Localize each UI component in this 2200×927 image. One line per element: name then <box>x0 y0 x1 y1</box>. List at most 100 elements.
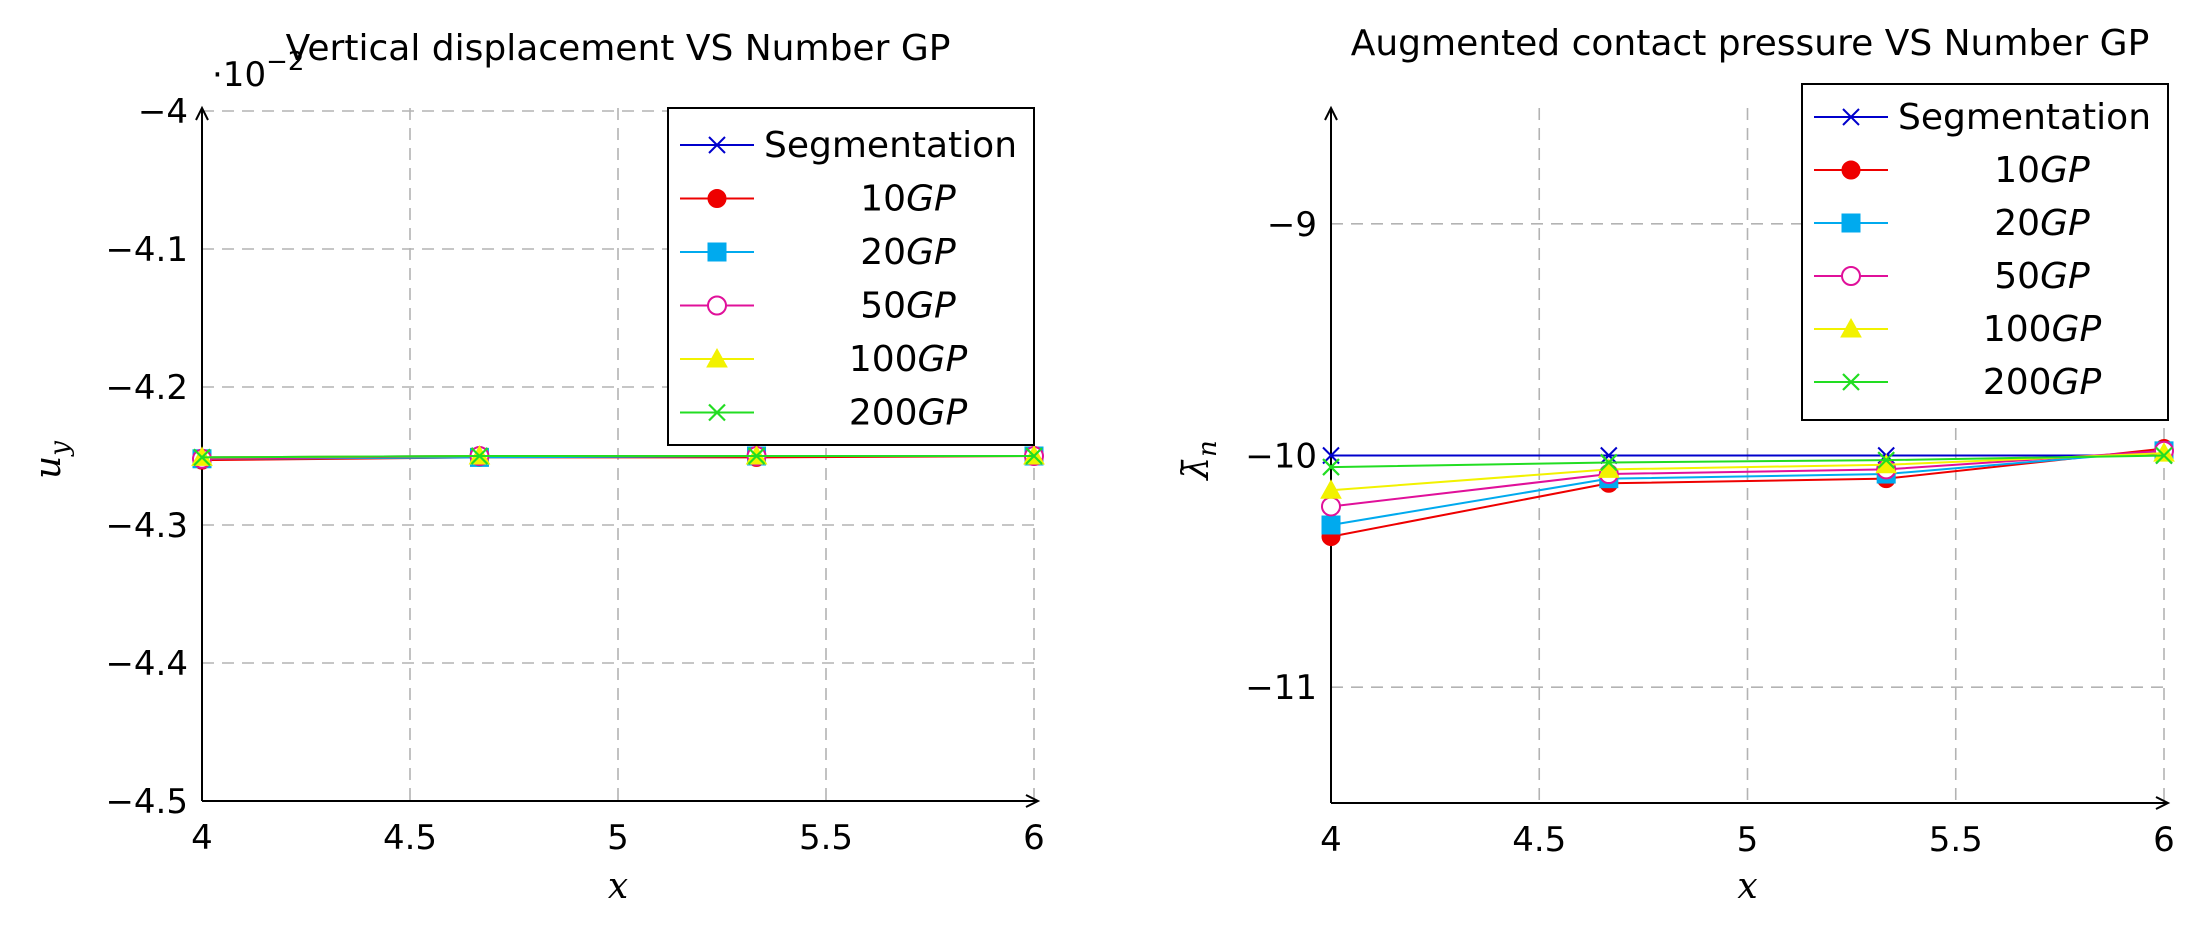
y-axis-label-sub: y <box>45 441 75 457</box>
y-tick-label: −11 <box>1245 668 1317 708</box>
series-5 <box>1320 442 2175 499</box>
chart-1: Vertical displacement VS Number GP 4 4.5 5 5… <box>28 28 1045 907</box>
data-point <box>1320 479 1342 499</box>
legend-label-number: 200 <box>1983 362 2052 403</box>
data-point <box>747 447 766 465</box>
x-tick-label: 4 <box>1320 820 1342 860</box>
y-axis-label-group: λ̄n <box>1176 440 1223 482</box>
legend-label-suffix: GP <box>906 179 956 220</box>
legend-label: 200GP <box>849 393 968 434</box>
x-tick-label: 4.5 <box>383 818 437 858</box>
y-axis-arrow <box>1324 105 1338 121</box>
chart-2: Augmented contact pressure VS Number GP 4… <box>1176 23 2175 907</box>
y-axis-label-group: uy <box>28 441 75 479</box>
legend-label: 100GP <box>849 339 968 380</box>
y-tick-label: −4.5 <box>105 782 188 822</box>
y-axis-label-sub: n <box>1193 440 1223 457</box>
series-6 <box>1322 446 2173 476</box>
series-line <box>1330 449 2165 508</box>
legend-item-2: 10GP <box>1814 150 2090 191</box>
x-icon <box>1842 373 1860 391</box>
legend-label: Segmentation <box>764 125 1017 166</box>
legend-label-number: 20 <box>860 232 906 273</box>
legend-item-1: Segmentation <box>1814 97 2151 138</box>
x-tick-label: 6 <box>2153 820 2175 860</box>
x-tick-label: 5.5 <box>799 818 853 858</box>
legend-label-suffix: GP <box>906 232 956 273</box>
legend-label-number: 10 <box>860 179 906 220</box>
legend-label-number: 50 <box>1994 256 2040 297</box>
legend-label: 200GP <box>1983 362 2102 403</box>
x-icon <box>708 403 726 422</box>
legend-item-4: 50GP <box>680 286 956 327</box>
filled-triangle-icon <box>706 347 728 368</box>
series-line <box>1330 447 2165 538</box>
data-point <box>1025 447 1043 465</box>
legend-label-suffix: GP <box>906 286 956 327</box>
legend-label-number: 50 <box>860 286 906 327</box>
y-tick-label: −9 <box>1267 205 1317 245</box>
data-point <box>1321 515 1341 535</box>
legend-label-number: 100 <box>849 339 918 380</box>
legend-label: 50GP <box>1994 256 2090 297</box>
legend-label-suffix: GP <box>918 393 968 434</box>
filled-circle-icon <box>1841 160 1861 180</box>
legend-item-1: Segmentation <box>680 125 1017 166</box>
chart-title: Augmented contact pressure VS Number GP <box>1351 23 2150 64</box>
data-point <box>1600 446 1618 465</box>
filled-square-icon <box>707 242 727 262</box>
x-tick-label: 4 <box>191 818 213 858</box>
y-tick-label: −4.3 <box>105 506 188 546</box>
chart-title: Vertical displacement VS Number GP <box>286 28 951 69</box>
legend-label: 20GP <box>860 232 956 273</box>
legend-label: Segmentation <box>1898 97 2151 138</box>
open-circle-icon <box>707 295 727 316</box>
data-point <box>1877 451 1895 469</box>
y-axis-label: uy <box>28 441 75 479</box>
legend-label: 10GP <box>1994 150 2090 191</box>
y-tick-label: −4 <box>138 92 188 132</box>
x-axis-arrow <box>1025 794 1041 808</box>
x-axis-label: x <box>608 866 628 907</box>
x-tick-label: 5 <box>1737 820 1759 860</box>
cross-icon <box>708 136 726 154</box>
data-point <box>2155 446 2173 465</box>
legend-label: 50GP <box>860 286 956 327</box>
y-axis-label-main: u <box>28 456 69 479</box>
legend-label-suffix: GP <box>2052 362 2102 403</box>
legend-item-6: 200GP <box>1814 362 2101 403</box>
legend-item-3: 20GP <box>1814 203 2090 244</box>
y-tick-label: −4.1 <box>105 230 188 270</box>
legend-item-6: 200GP <box>680 393 967 434</box>
legend-label-number: 100 <box>1983 309 2052 350</box>
y-tick-label: −4.4 <box>105 644 188 684</box>
scale-label: ·10−2 <box>212 47 304 95</box>
data-point <box>470 447 489 465</box>
y-tick-label: −10 <box>1245 437 1317 477</box>
filled-square-icon <box>1841 213 1861 233</box>
legend-item-4: 50GP <box>1814 256 2090 297</box>
series-line <box>1330 449 2165 526</box>
cross-icon <box>1842 108 1860 126</box>
series-line <box>201 455 1034 459</box>
filled-triangle-icon <box>1840 317 1862 338</box>
scale-exponent: −2 <box>266 47 304 77</box>
legend-item-3: 20GP <box>680 232 956 273</box>
y-axis-label: λ̄n <box>1176 440 1223 482</box>
x-tick-label: 4.5 <box>1512 820 1566 860</box>
y-axis-arrow <box>195 105 209 121</box>
legend-label-number: 10 <box>1994 150 2040 191</box>
filled-circle-icon <box>707 189 727 208</box>
data-point <box>1600 453 1618 472</box>
x-tick-label: 5 <box>607 818 629 858</box>
legend-label-suffix: GP <box>2040 256 2090 297</box>
scale-base: ·10 <box>212 55 266 95</box>
legend-item-5: 100GP <box>680 339 967 380</box>
legend-box <box>1801 83 2169 421</box>
legend-label: 20GP <box>1994 203 2090 244</box>
legend-label-suffix: GP <box>2052 309 2102 350</box>
x-tick-label: 5.5 <box>1929 820 1983 860</box>
series-line <box>1330 452 2165 492</box>
